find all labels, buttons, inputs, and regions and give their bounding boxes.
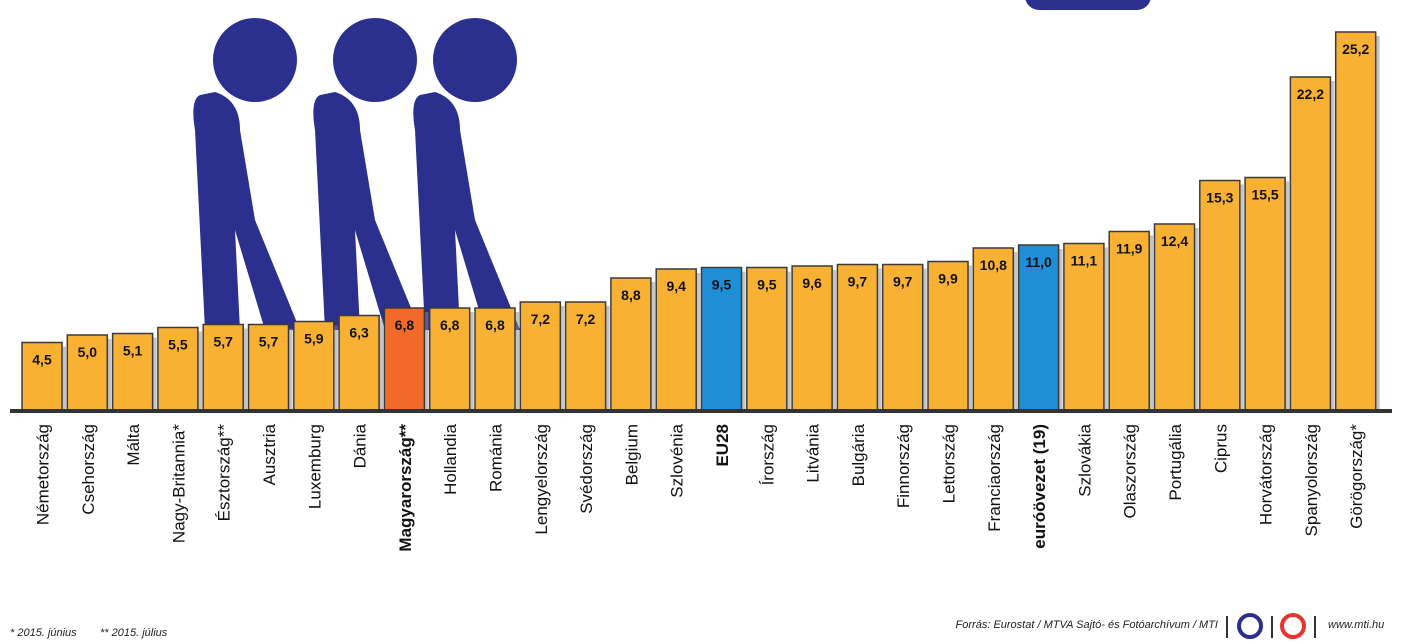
- bar: [247, 323, 290, 411]
- bar: [1244, 176, 1286, 411]
- category-label: Ciprus: [1211, 424, 1230, 473]
- value-label: 11,0: [1025, 254, 1052, 270]
- logo: [1237, 613, 1263, 639]
- category-label: Szlovénia: [668, 423, 687, 497]
- category-label: Csehország: [79, 424, 98, 515]
- value-label: 5,0: [78, 344, 98, 360]
- header-badge: [1025, 0, 1151, 10]
- category-label: Belgium: [622, 424, 641, 485]
- value-label: 6,3: [349, 325, 369, 341]
- bar: [1017, 244, 1060, 411]
- value-label: 9,7: [893, 274, 913, 290]
- value-label: 9,6: [802, 275, 822, 291]
- bar: [1108, 230, 1150, 411]
- category-label: Málta: [124, 423, 143, 465]
- value-label: 4,5: [32, 352, 52, 368]
- value-label: 9,4: [666, 278, 686, 294]
- value-label: 9,5: [757, 277, 777, 293]
- bar: [1289, 76, 1332, 411]
- website: www.mti.hu: [1328, 619, 1384, 631]
- value-label: 15,5: [1251, 187, 1278, 203]
- bar: [66, 334, 109, 411]
- category-label: Bulgária: [849, 423, 868, 486]
- category-label: Szlovákia: [1075, 423, 1094, 496]
- category-label: Spanyolország: [1302, 424, 1321, 536]
- value-label: 5,7: [259, 334, 279, 350]
- value-label: 5,9: [304, 331, 324, 347]
- value-label: 7,2: [576, 311, 596, 327]
- value-label: 12,4: [1161, 233, 1188, 249]
- category-label: Franciaország: [985, 424, 1004, 532]
- value-label: 25,2: [1342, 41, 1369, 57]
- value-label: 8,8: [621, 287, 641, 303]
- bar: [338, 314, 380, 411]
- category-label: Hollandia: [441, 423, 460, 494]
- category-label: Svédország: [577, 424, 596, 514]
- person: [413, 18, 520, 330]
- value-label: 11,9: [1116, 241, 1143, 257]
- value-label: 9,9: [938, 271, 958, 287]
- value-label: 5,1: [123, 343, 143, 359]
- bar: [157, 326, 199, 411]
- bar: [881, 263, 924, 411]
- category-label: Magyarország**: [396, 424, 415, 552]
- bar: [564, 301, 607, 411]
- category-label: Nagy-Britannia*: [169, 424, 188, 543]
- category-label: Luxemburg: [305, 424, 324, 509]
- category-label: Románia: [486, 423, 505, 492]
- category-label: Ausztria: [260, 423, 279, 485]
- category-label: Finnország: [894, 424, 913, 508]
- value-label: 5,7: [213, 334, 233, 350]
- bar: [700, 266, 743, 411]
- bar: [111, 332, 154, 411]
- value-label: 11,1: [1071, 253, 1098, 269]
- bar: [383, 307, 426, 411]
- logo: [1280, 613, 1306, 639]
- category-label: euróövezet (19): [1030, 424, 1049, 549]
- category-label: Görögország*: [1347, 424, 1366, 529]
- category-label: EU28: [713, 424, 732, 467]
- footnote: * 2015. június: [10, 627, 77, 639]
- bar: [21, 341, 63, 411]
- category-label: Dánia: [351, 423, 370, 468]
- category-label: Lengyelország: [532, 424, 551, 535]
- bar: [972, 247, 1015, 411]
- bar: [474, 307, 516, 411]
- category-label: Litvánia: [804, 423, 823, 482]
- bar: [519, 301, 562, 411]
- value-label: 22,2: [1297, 86, 1324, 102]
- bar: [1334, 31, 1377, 411]
- person: [313, 18, 420, 330]
- value-label: 5,5: [168, 337, 188, 353]
- value-label: 9,7: [848, 274, 868, 290]
- value-label: 7,2: [531, 311, 551, 327]
- person: [193, 18, 300, 330]
- bar: [791, 265, 833, 411]
- bar: [836, 263, 879, 411]
- value-label: 6,8: [485, 317, 505, 333]
- footnote: ** 2015. július: [100, 627, 168, 639]
- source: Forrás: Eurostat / MTVA Sajtó- és Fotóar…: [956, 619, 1218, 631]
- category-label: Olaszország: [1121, 424, 1140, 518]
- bar: [1153, 223, 1196, 411]
- category-label: Portugália: [1166, 423, 1185, 500]
- value-label: 10,8: [980, 257, 1007, 273]
- bar: [655, 268, 697, 411]
- value-label: 9,5: [712, 277, 732, 293]
- value-label: 6,8: [395, 317, 415, 333]
- category-label: Németország: [33, 424, 52, 525]
- value-label: 15,3: [1206, 190, 1233, 206]
- figures: [193, 18, 520, 330]
- value-label: 6,8: [440, 317, 460, 333]
- bar: [1199, 179, 1241, 411]
- category-label: Lettország: [939, 424, 958, 503]
- category-label: Horvátország: [1257, 424, 1276, 525]
- bar: [1063, 242, 1105, 411]
- category-label: Észtország**: [215, 424, 234, 522]
- bar: [202, 323, 244, 411]
- category-label: Írország: [758, 424, 777, 485]
